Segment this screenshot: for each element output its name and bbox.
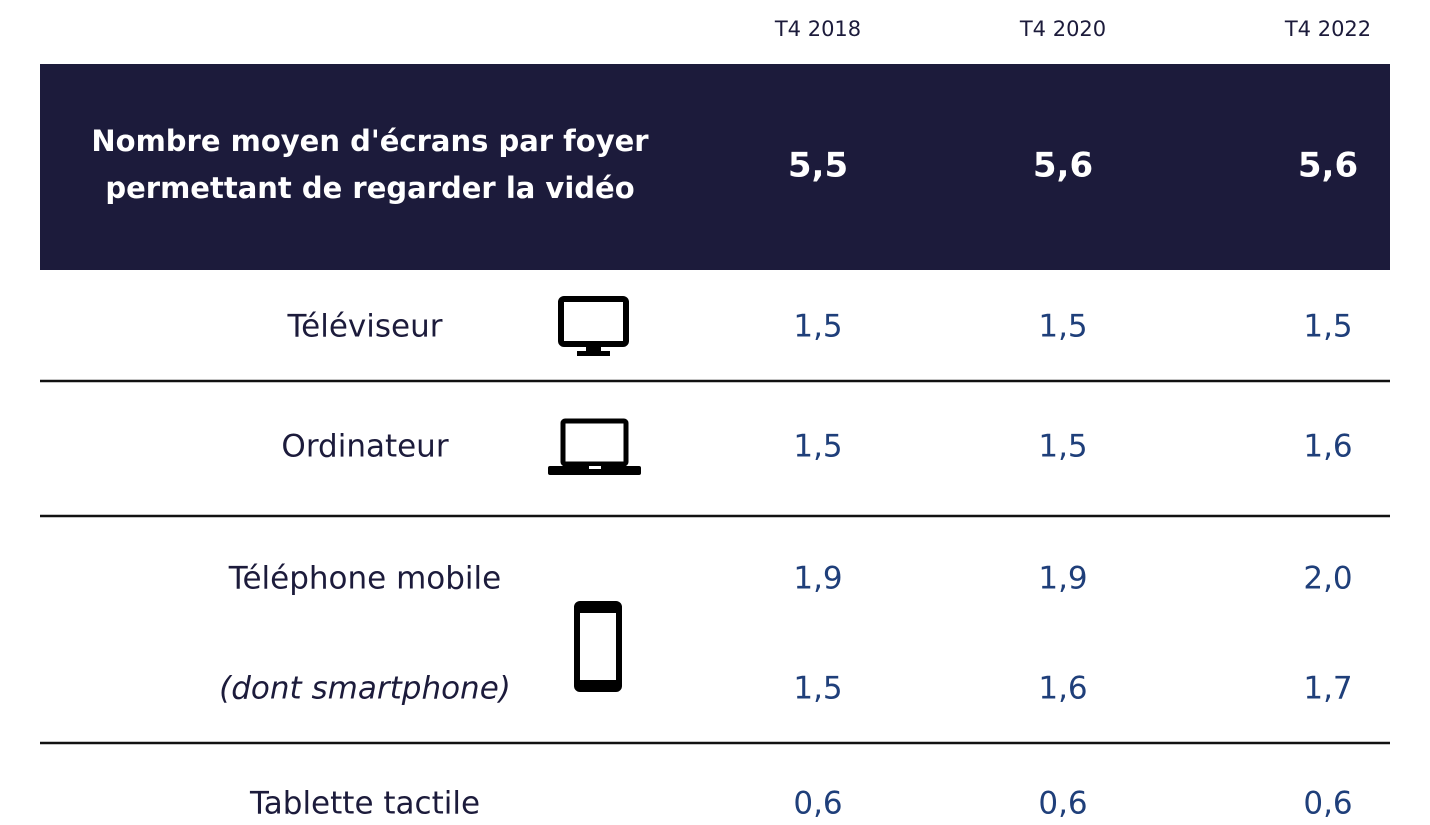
row-value: 1,9	[793, 561, 842, 597]
row-label: Tablette tactile	[249, 786, 480, 822]
row-value: 1,6	[1038, 671, 1087, 707]
row-value: 1,5	[793, 309, 842, 345]
summary-label: Nombre moyen d'écrans par foyer	[91, 124, 649, 158]
tv-icon	[558, 296, 629, 356]
row-value: 0,6	[793, 786, 842, 822]
row-value: 1,5	[1038, 429, 1087, 465]
summary-value: 5,6	[1298, 146, 1358, 186]
row-label: Téléphone mobile	[228, 561, 501, 597]
summary-band	[40, 64, 1390, 270]
summary-label: permettant de regarder la vidéo	[105, 171, 634, 205]
row-value: 1,5	[793, 671, 842, 707]
row-label: Ordinateur	[281, 429, 448, 465]
row-value: 2,0	[1303, 561, 1352, 597]
row-value: 1,5	[793, 429, 842, 465]
column-header: T4 2022	[1284, 17, 1371, 41]
row-value: 0,6	[1303, 786, 1352, 822]
column-header: T4 2018	[774, 17, 861, 41]
summary-value: 5,6	[1033, 146, 1093, 186]
summary-value: 5,5	[788, 146, 848, 186]
phone-icon	[574, 601, 622, 692]
row-value: 1,5	[1303, 309, 1352, 345]
row-value: 1,9	[1038, 561, 1087, 597]
laptop-icon	[548, 418, 641, 475]
row-label: (dont smartphone)	[219, 671, 511, 707]
row-value: 1,7	[1303, 671, 1352, 707]
column-header: T4 2020	[1019, 17, 1106, 41]
row-value: 0,6	[1038, 786, 1087, 822]
row-value: 1,6	[1303, 429, 1352, 465]
row-label: Téléviseur	[287, 309, 443, 345]
row-value: 1,5	[1038, 309, 1087, 345]
